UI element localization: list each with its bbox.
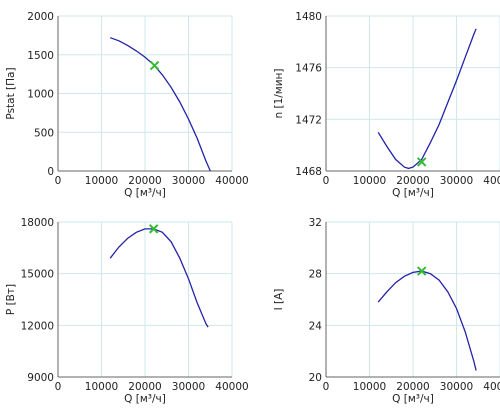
x-axis-label: Q [м³/ч] <box>392 393 434 405</box>
chart-panel-2: 0 10000 20000 30000 40000 1468 1472 1476 1480 Q [… <box>273 11 500 199</box>
y-tick-label: 1500 <box>27 50 54 62</box>
x-tick-label: 10000 <box>85 175 118 187</box>
y-tick-label: 0 <box>47 166 54 178</box>
series-line <box>377 270 477 371</box>
x-tick-label: 30000 <box>172 175 205 187</box>
x-tick-label: 20000 <box>396 175 429 187</box>
x-tick-label: 40000 <box>483 381 500 393</box>
series-line <box>109 228 209 328</box>
y-tick-label: 28 <box>309 269 322 281</box>
x-tick-label: 0 <box>55 175 62 187</box>
y-tick-label: 12000 <box>21 320 54 332</box>
y-tick-label: 500 <box>34 127 54 139</box>
x-tick-label: 40000 <box>215 175 248 187</box>
x-tick-label: 40000 <box>215 381 248 393</box>
y-tick-label: 9000 <box>27 372 54 384</box>
y-tick-label: 2000 <box>27 11 54 23</box>
y-tick-label: 1480 <box>295 11 322 23</box>
y-tick-label: 1476 <box>295 63 322 75</box>
chart-panel-4: 0 10000 20000 30000 40000 20 24 28 32 Q [м³/ч] I [… <box>273 217 500 405</box>
y-tick-label: 24 <box>309 320 323 332</box>
x-axis-label: Q [м³/ч] <box>124 393 166 405</box>
marker-stroke <box>416 266 427 276</box>
x-tick-label: 20000 <box>128 381 161 393</box>
x-tick-label: 10000 <box>85 381 118 393</box>
series-line <box>377 28 477 170</box>
y-tick-label: 1000 <box>27 89 54 101</box>
y-tick-label: 20 <box>309 372 322 384</box>
operating-point-marker <box>149 60 160 71</box>
x-tick-label: 40000 <box>483 175 500 187</box>
y-tick-label: 32 <box>309 217 322 229</box>
series-line <box>109 37 211 172</box>
operating-point-marker <box>416 157 427 167</box>
y-tick-label: 1468 <box>295 166 322 178</box>
x-tick-label: 0 <box>323 175 330 187</box>
y-tick-label: 18000 <box>21 217 54 229</box>
x-tick-label: 0 <box>323 381 330 393</box>
x-axis-label: Q [м³/ч] <box>392 187 434 199</box>
x-tick-label: 0 <box>55 381 62 393</box>
x-tick-label: 30000 <box>440 381 473 393</box>
marker-stroke <box>416 157 427 167</box>
chart-panel-3: 0 10000 20000 30000 40000 9000 12000 15000 18000… <box>5 217 249 405</box>
x-tick-label: 20000 <box>396 381 429 393</box>
marker-stroke <box>148 224 159 234</box>
operating-point-marker <box>416 266 427 276</box>
y-tick-label: 15000 <box>21 269 54 281</box>
x-axis-label: Q [м³/ч] <box>124 187 166 199</box>
x-tick-label: 10000 <box>353 175 386 187</box>
y-axis-label: Pstat [Па] <box>5 67 17 119</box>
y-axis-label: n [1/мин] <box>273 68 285 118</box>
x-tick-label: 20000 <box>128 175 161 187</box>
marker-stroke <box>149 60 160 71</box>
y-tick-label: 1472 <box>295 114 322 126</box>
x-tick-label: 30000 <box>440 175 473 187</box>
x-tick-label: 30000 <box>172 381 205 393</box>
y-axis-label: P [Вт] <box>5 284 17 315</box>
operating-point-marker <box>148 224 159 234</box>
chart-panel-1: 0 10000 20000 30000 40000 0 500 1000 1500 2000 Q [… <box>5 11 249 199</box>
y-axis-label: I [A] <box>273 289 285 311</box>
x-tick-label: 10000 <box>353 381 386 393</box>
